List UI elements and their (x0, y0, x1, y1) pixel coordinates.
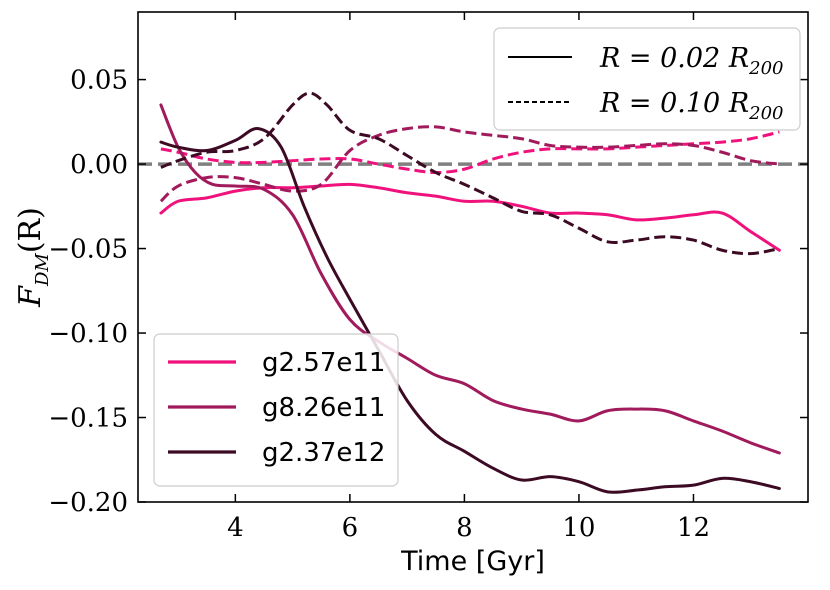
legend-series: g2.57e11 g8.26e11 g2.37e12 (153, 333, 399, 487)
x-tick-label: 10 (562, 513, 595, 543)
series-line-g8.26e11-solid (159, 103, 781, 455)
legend-linestyle-box (493, 27, 801, 131)
x-axis-label: Time [Gyr] (400, 546, 545, 577)
legend-label-g8.26e11: g8.26e11 (262, 393, 385, 423)
x-tick-label: 12 (677, 513, 710, 543)
y-tick-label: −0.05 (48, 235, 128, 265)
legend-label-g2.37e12: g2.37e12 (262, 438, 385, 468)
y-axis-label: FDM(R) (13, 207, 53, 308)
legend-solid-label: R = 0.02 R200 (599, 43, 784, 79)
legend-linestyle: R = 0.02 R200 R = 0.10 R200 (493, 27, 801, 131)
plot-frame (137, 11, 809, 503)
legend-label-g2.57e11: g2.57e11 (262, 348, 385, 378)
series-line-g2.37e12-dashed (160, 91, 780, 256)
ticks-layer (138, 12, 808, 503)
x-tick-label: 8 (456, 513, 473, 543)
series-line-g2.57e11-solid (159, 182, 781, 252)
y-tick-label: −0.15 (48, 404, 128, 434)
y-axis-label-arg: (R) (13, 207, 48, 253)
y-axis-label-main: F (13, 285, 48, 308)
y-tick-label: 0.00 (70, 150, 128, 180)
x-tick-label: 4 (227, 513, 244, 543)
series-layer (159, 91, 781, 494)
y-tick-label: −0.10 (48, 319, 128, 349)
series-line-g2.37e12-solid (159, 127, 781, 494)
series-line-g2.57e11-dashed (160, 130, 780, 175)
x-tick-label: 6 (342, 513, 359, 543)
y-tick-label: −0.20 (48, 488, 128, 518)
legend-series-box (153, 333, 399, 487)
y-axis-label-sub: DM (32, 253, 53, 287)
tick-labels: 4 6 8 10 12 0.05 0.00 −0.05 −0.10 −0.15 −0.20 (48, 66, 710, 543)
series-line-g8.26e11-dashed (159, 125, 780, 203)
y-tick-label: 0.05 (70, 66, 128, 96)
svg-text:FDM(R): FDM(R) (13, 207, 53, 308)
legend-dashed-label: R = 0.10 R200 (599, 88, 784, 124)
